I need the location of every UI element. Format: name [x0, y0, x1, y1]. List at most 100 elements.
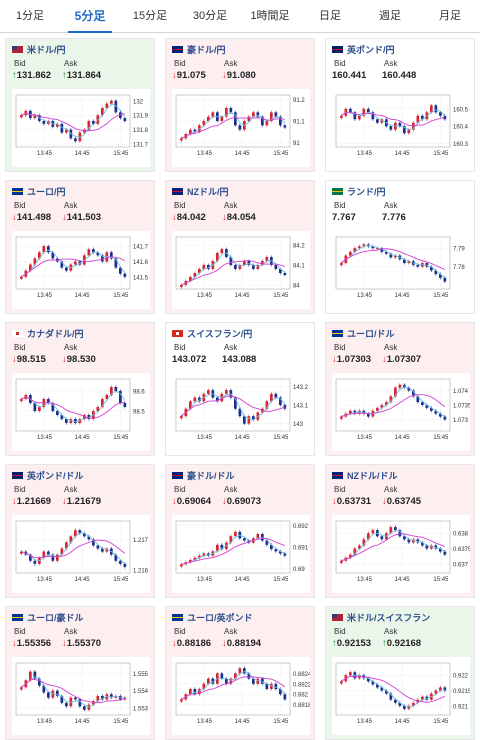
pair-name: 英ポンド/ドル: [27, 471, 84, 481]
bid-value: ↓0.88186: [172, 638, 211, 649]
pair-title[interactable]: 米ドル/スイスフラン: [332, 611, 430, 624]
pair-title[interactable]: 英ポンド/ドル: [12, 469, 84, 482]
candle: [376, 119, 379, 123]
bid-value: 160.441: [332, 70, 366, 81]
candle: [225, 390, 228, 394]
tab-0[interactable]: 1分足: [15, 10, 45, 22]
candle: [421, 115, 424, 120]
ask-value: ↓1.55370: [62, 638, 101, 649]
rate-card[interactable]: ユーロ/円 Bid Ask ↓141.498 ↓141.503 141.7 141.6 141…: [5, 180, 155, 314]
arrow-down-icon: ↓: [222, 638, 227, 649]
rate-card[interactable]: ユーロ/豪ドル Bid Ask ↓1.55356 ↓1.55370 1.555 1.554 1…: [5, 606, 155, 740]
ma-long-line: [181, 395, 286, 417]
x-tick-label: 15:45: [273, 151, 289, 157]
rate-card[interactable]: 英ポンド/円 Bid Ask 160.441 160.448 160.5 160.4 160.…: [325, 38, 475, 172]
tab-6[interactable]: 週足: [379, 10, 401, 22]
y-tick-label: 98.6: [133, 390, 145, 396]
y-tick-label: 7.78: [453, 265, 465, 271]
pair-title[interactable]: NZドル/円: [172, 185, 229, 198]
au-us-flag-icon: [172, 472, 183, 480]
candlestick-chart[interactable]: 1.074 1.0735 1.073 13:45 14:45 15:45: [332, 373, 470, 451]
tab-3[interactable]: 30分足: [192, 10, 228, 22]
candlestick-chart[interactable]: 160.5 160.4 160.3 13:45 14:45 15:45: [332, 89, 470, 167]
candle: [430, 407, 433, 411]
pair-title[interactable]: ユーロ/豪ドル: [12, 611, 84, 624]
candlestick-chart[interactable]: 0.8824 0.8822 0.882 0.8818 13:45 14:45 15:45: [172, 657, 310, 735]
candle: [20, 551, 23, 554]
tab-2[interactable]: 15分足: [132, 10, 168, 22]
bid-price: 0.63731: [336, 496, 372, 507]
pair-title[interactable]: NZドル/ドル: [332, 469, 398, 482]
tab-5[interactable]: 日足: [319, 10, 341, 22]
gb-us-flag-icon: [12, 472, 23, 480]
rate-card[interactable]: 英ポンド/ドル Bid Ask ↓1.21669 ↓1.21679 1.217 1.216 1…: [5, 464, 155, 598]
y-tick-label: 91: [293, 141, 300, 147]
candle: [443, 551, 447, 555]
candlestick-chart[interactable]: 0.692 0.691 0.69 13:45 14:45 15:45: [172, 515, 310, 593]
pair-title[interactable]: ランド/円: [332, 185, 386, 198]
pair-title[interactable]: スイスフラン/円: [172, 327, 252, 340]
pair-title[interactable]: カナダドル/円: [12, 327, 84, 340]
tab-7[interactable]: 月足: [439, 10, 461, 22]
y-tick-label: 0.692: [293, 524, 309, 530]
pair-title[interactable]: 豪ドル/円: [172, 43, 226, 56]
pair-title[interactable]: 米ドル/円: [12, 43, 66, 56]
rate-card[interactable]: 米ドル/スイスフラン Bid Ask ↑0.92153 ↑0.92168 0.922 0.9…: [325, 606, 475, 740]
ask-label: Ask: [384, 343, 398, 352]
candlestick-chart[interactable]: 98.6 98.5 13:45 14:45 15:45: [12, 373, 150, 451]
pair-title[interactable]: ユーロ/ドル: [332, 327, 395, 340]
tab-4[interactable]: 1時間足: [250, 10, 290, 22]
rate-card[interactable]: NZドル/ドル Bid Ask ↓0.63731 ↓0.63745 0.638 0.6375…: [325, 464, 475, 598]
candlestick-chart[interactable]: 143.2 143.1 143 13:45 14:45 15:45: [172, 373, 310, 451]
candlestick-chart[interactable]: 7.79 7.78 13:45 14:45 15:45: [332, 231, 470, 309]
y-tick-label: 143: [293, 422, 304, 428]
rate-card[interactable]: カナダドル/円 Bid Ask ↓98.515 ↓98.530 98.6 98.5 13:45…: [5, 322, 155, 456]
candlestick-chart[interactable]: 1.555 1.554 1.553 13:45 14:45 15:45: [12, 657, 150, 735]
candlestick-chart[interactable]: 1.217 1.216 13:45 14:45 15:45: [12, 515, 150, 593]
candle: [65, 419, 68, 423]
candlestick-chart[interactable]: 84.2 84.1 84 13:45 14:45 15:45: [172, 231, 310, 309]
bid-price: 131.862: [16, 70, 52, 81]
tab-1[interactable]: 5分足: [60, 0, 120, 33]
ask-value: 7.776: [382, 212, 406, 223]
candlestick-chart[interactable]: 0.638 0.6375 0.637 13:45 14:45 15:45: [332, 515, 470, 593]
candlestick-chart[interactable]: 91.2 91.1 91 13:45 14:45 15:45: [172, 89, 310, 167]
rate-card[interactable]: ランド/円 Bid Ask 7.767 7.776 7.79 7.78 13:45 14:45 1…: [325, 180, 475, 314]
ask-value: ↓0.69073: [222, 496, 261, 507]
ask-value: ↓141.503: [62, 212, 101, 223]
candle: [180, 138, 183, 141]
candle: [114, 100, 118, 113]
rate-card[interactable]: ユーロ/英ポンド Bid Ask ↓0.88186 ↓0.88194 0.8824 0.88…: [165, 606, 315, 740]
candlestick-chart[interactable]: 132 131.9 131.8 131.7 13:45 14:45 15:45: [12, 89, 150, 167]
bid-price: 1.55356: [16, 638, 52, 649]
candlestick-chart[interactable]: 0.922 0.9215 0.921 13:45 14:45 15:45: [332, 657, 470, 735]
ask-price: 1.21679: [66, 496, 102, 507]
candle: [216, 544, 219, 552]
candlestick-chart[interactable]: 141.7 141.6 141.5 13:45 14:45 15:45: [12, 231, 150, 309]
rate-card[interactable]: NZドル/円 Bid Ask ↓84.042 ↓84.054 84.2 84.1 84 13:4…: [165, 180, 315, 314]
candle: [434, 410, 438, 414]
x-tick-label: 13:45: [357, 435, 373, 441]
pair-title[interactable]: 英ポンド/円: [332, 43, 395, 56]
ask-label: Ask: [64, 627, 78, 636]
rate-card[interactable]: 米ドル/円 Bid Ask ↑131.862 ↑131.864 132 131.9 131.8…: [5, 38, 155, 172]
bid-price: 1.21669: [16, 496, 52, 507]
candle: [362, 108, 366, 116]
x-tick-label: 13:45: [37, 293, 53, 299]
candle: [220, 544, 224, 550]
arrow-down-icon: ↓: [12, 212, 17, 223]
candle: [56, 554, 59, 561]
candle: [202, 121, 206, 126]
ask-value: 160.448: [382, 70, 416, 81]
pair-title[interactable]: ユーロ/円: [12, 185, 66, 198]
pair-title[interactable]: ユーロ/英ポンド: [172, 611, 253, 624]
rate-card[interactable]: ユーロ/ドル Bid Ask ↓1.07303 ↓1.07307 1.074 1.0735 1…: [325, 322, 475, 456]
rate-card[interactable]: 豪ドル/円 Bid Ask ↓91.075 ↓91.080 91.2 91.1 91 13:45…: [165, 38, 315, 172]
eu-us-flag-icon: [332, 330, 343, 338]
rate-card[interactable]: 豪ドル/ドル Bid Ask ↓0.69064 ↓0.69073 0.692 0.691 0.…: [165, 464, 315, 598]
plot-frame: [335, 662, 451, 716]
ma-long-line: [21, 396, 125, 419]
pair-title[interactable]: 豪ドル/ドル: [172, 469, 235, 482]
rate-card[interactable]: スイスフラン/円 Bid Ask 143.072 143.088 143.2 143.1 14…: [165, 322, 315, 456]
candle: [234, 112, 237, 126]
